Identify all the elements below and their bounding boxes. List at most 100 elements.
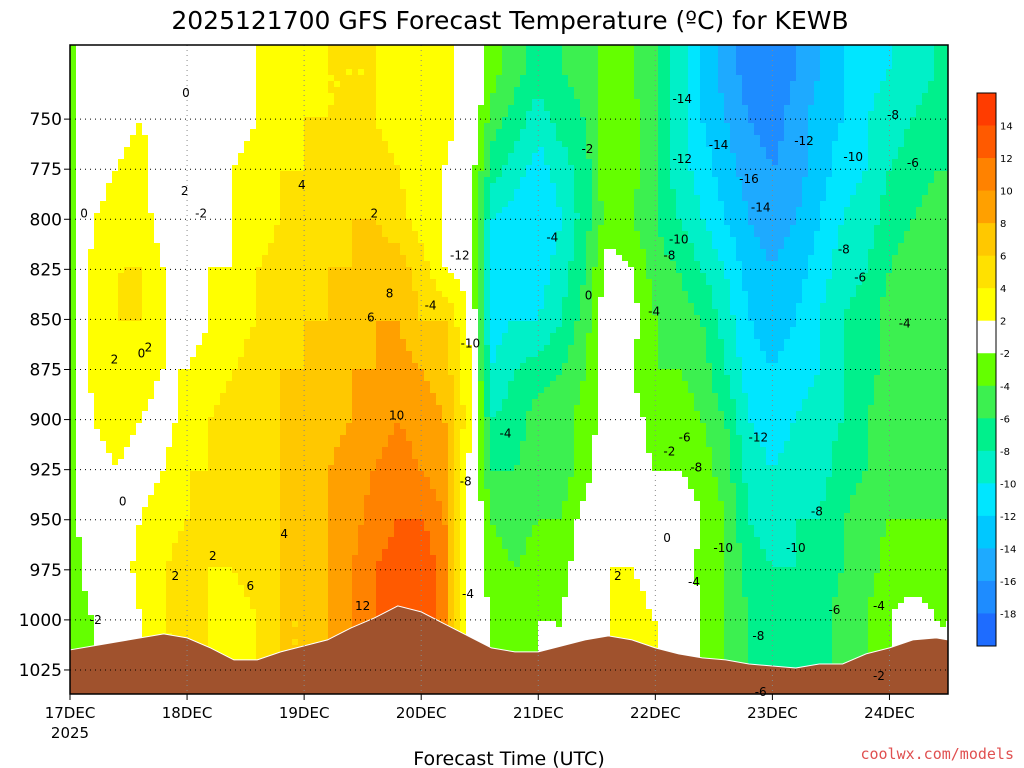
temperature-cell [868,63,875,70]
temperature-cell [322,219,329,226]
temperature-cell [826,75,833,82]
temperature-cell [196,165,203,172]
temperature-cell [850,63,857,70]
temperature-cell [448,135,455,142]
temperature-cell [286,123,293,130]
temperature-cell [712,93,719,100]
temperature-cell [118,207,125,214]
temperature-cell [874,219,881,226]
temperature-cell [754,117,761,124]
temperature-cell [316,99,323,106]
temperature-cell [190,69,197,76]
temperature-cell [934,63,941,70]
temperature-cell [262,51,269,58]
temperature-cell [838,81,845,88]
temperature-cell [268,147,275,154]
temperature-cell [160,129,167,136]
temperature-cell [238,243,245,250]
temperature-cell [268,207,275,214]
temperature-cell [562,81,569,88]
temperature-cell [880,99,887,106]
temperature-cell [742,147,749,154]
temperature-cell [412,99,419,106]
temperature-cell [802,213,809,220]
temperature-cell [820,117,827,124]
temperature-cell [238,93,245,100]
temperature-cell [868,69,875,76]
temperature-cell [940,183,947,190]
temperature-cell [796,75,803,82]
temperature-cell [448,93,455,100]
temperature-cell [640,177,647,184]
temperature-cell [184,243,191,250]
temperature-cell [220,135,227,142]
temperature-cell [730,117,737,124]
temperature-cell [394,93,401,100]
temperature-cell [442,189,449,196]
temperature-cell [430,45,437,52]
temperature-cell [562,99,569,106]
temperature-cell [316,201,323,208]
temperature-cell [592,135,599,142]
temperature-cell [124,219,131,226]
temperature-cell [262,99,269,106]
temperature-cell [244,153,251,160]
temperature-cell [364,213,371,220]
temperature-cell [574,147,581,154]
temperature-cell [580,231,587,238]
temperature-cell [484,123,491,130]
temperature-cell [712,135,719,142]
temperature-cell [688,81,695,88]
temperature-cell [334,207,341,214]
temperature-cell [490,207,497,214]
temperature-cell [700,189,707,196]
temperature-cell [772,135,779,142]
temperature-cell [346,153,353,160]
temperature-cell [88,105,95,112]
temperature-cell [544,57,551,64]
temperature-cell [502,189,509,196]
temperature-cell [196,207,203,214]
temperature-cell [256,189,263,196]
temperature-cell [886,201,893,208]
temperature-cell [508,69,515,76]
temperature-cell [376,243,383,250]
temperature-cell [664,237,671,244]
temperature-cell [346,129,353,136]
temperature-cell [736,99,743,106]
temperature-cell [118,231,125,238]
temperature-cell [760,45,767,52]
temperature-cell [526,81,533,88]
temperature-cell [412,219,419,226]
temperature-cell [850,159,857,166]
temperature-cell [766,231,773,238]
temperature-cell [778,129,785,136]
temperature-cell [778,225,785,232]
temperature-cell [832,105,839,112]
temperature-cell [448,189,455,196]
temperature-cell [538,57,545,64]
temperature-cell [166,63,173,70]
temperature-cell [784,57,791,64]
temperature-cell [526,219,533,226]
temperature-cell [532,159,539,166]
temperature-cell [838,141,845,148]
temperature-cell [718,207,725,214]
temperature-cell [412,165,419,172]
temperature-cell [556,51,563,58]
temperature-cell [568,45,575,52]
temperature-cell [76,183,83,190]
temperature-cell [640,51,647,58]
temperature-cell [928,147,935,154]
temperature-cell [808,159,815,166]
temperature-cell [934,141,941,148]
temperature-cell [322,201,329,208]
temperature-cell [370,147,377,154]
temperature-cell [934,117,941,124]
temperature-cell [412,147,419,154]
temperature-cell [556,75,563,82]
temperature-cell [346,147,353,154]
temperature-cell [628,75,635,82]
temperature-cell [736,183,743,190]
temperature-cell [856,81,863,88]
